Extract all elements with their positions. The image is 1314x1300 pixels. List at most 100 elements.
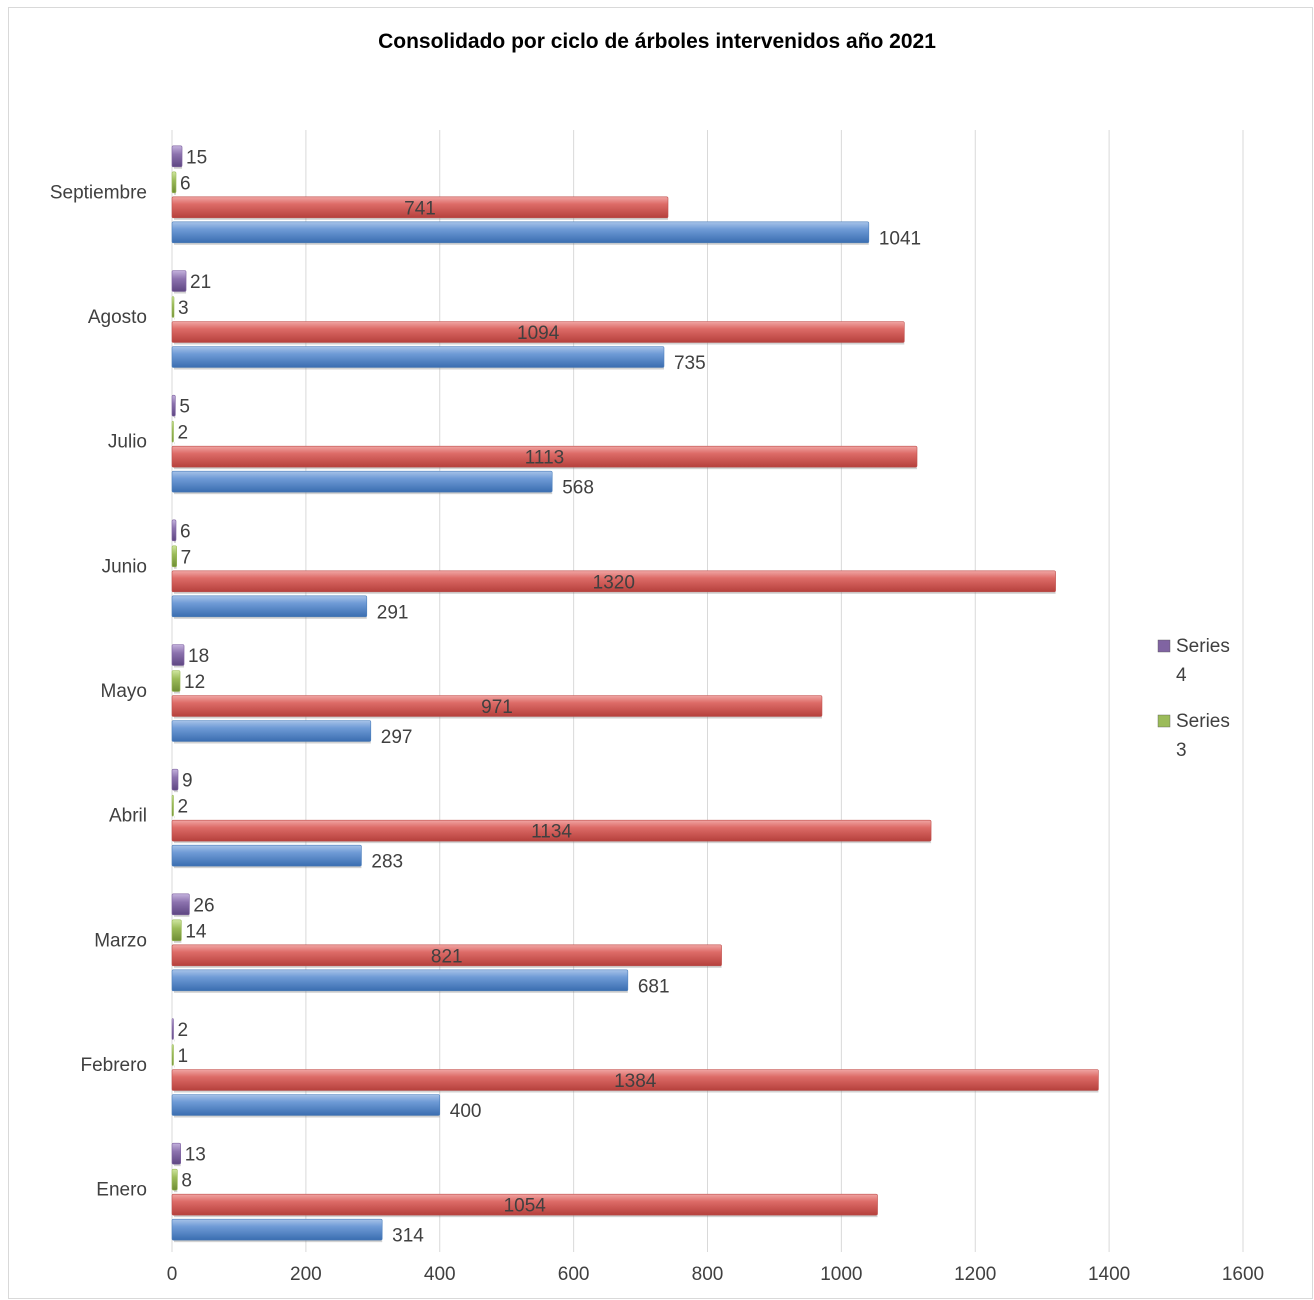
data-label-s4: 18: [188, 646, 209, 667]
legend-label-number: 3: [1176, 740, 1187, 761]
data-label-s3: 8: [181, 1171, 192, 1192]
data-label-s1: 681: [638, 976, 670, 997]
bar-shadow: [174, 416, 176, 419]
data-label-s4: 6: [180, 521, 191, 542]
x-tick-label: 1400: [1088, 1264, 1130, 1285]
bar-s4: [171, 768, 179, 791]
bar-shadow: [174, 1039, 175, 1042]
bar-shadow: [174, 990, 628, 993]
bar-s1: [171, 720, 372, 742]
data-label-s1: 568: [562, 478, 594, 499]
bar-shadow: [174, 217, 669, 220]
bar-shadow: [174, 1065, 175, 1068]
category-label: Febrero: [80, 1055, 147, 1076]
bar-shadow: [174, 1090, 1099, 1093]
data-label-s3: 1: [178, 1046, 189, 1067]
bar-shadow: [174, 1115, 440, 1118]
bar-s2: [171, 1069, 1099, 1091]
bar-s4: [171, 270, 187, 292]
data-label-s1: 283: [371, 852, 403, 873]
bar-s1: [171, 595, 368, 618]
category-label: Julio: [108, 432, 147, 453]
data-label-s4: 2: [178, 1020, 189, 1041]
bar-shadow: [174, 1240, 383, 1243]
bar-shadow: [174, 342, 905, 345]
bar-shadow: [174, 665, 185, 668]
bar-shadow: [174, 1164, 181, 1167]
bar-s3: [171, 1044, 174, 1066]
bar-s3: [171, 171, 177, 194]
data-label-s3: 6: [180, 173, 191, 194]
legend-label-number: 4: [1176, 665, 1187, 686]
bar-shadow: [174, 291, 187, 294]
bar-shadow: [174, 591, 1056, 594]
bar-shadow: [174, 741, 371, 744]
bar-s1: [171, 1094, 441, 1116]
bar-s3: [171, 545, 177, 568]
x-tick-label: 1600: [1222, 1264, 1264, 1285]
bar-s2: [171, 819, 932, 842]
bar-shadow: [174, 790, 179, 793]
bar-s4: [171, 1142, 182, 1165]
data-label-s2: 1384: [614, 1071, 657, 1092]
bar-s1: [171, 221, 870, 244]
data-label-s2: 741: [404, 198, 436, 219]
data-label-s4: 21: [190, 272, 211, 293]
bar-shadow: [174, 841, 932, 844]
bar-shadow: [174, 914, 190, 917]
x-tick-label: 0: [167, 1264, 178, 1285]
bar-s3: [171, 1168, 178, 1191]
bar-s4: [171, 394, 176, 417]
data-label-s4: 9: [182, 771, 193, 792]
bar-shadow: [174, 540, 177, 543]
data-label-s2: 1094: [517, 323, 560, 344]
data-label-s3: 12: [184, 672, 205, 693]
data-label-s3: 14: [185, 921, 207, 942]
bar-shadow: [174, 492, 553, 495]
legend-swatch: [1157, 714, 1171, 728]
bar-shadow: [174, 616, 367, 619]
category-label: Marzo: [94, 930, 147, 951]
data-label-s2: 971: [481, 697, 513, 718]
bar-s2: [171, 321, 905, 343]
bar-s4: [171, 644, 185, 666]
bar-shadow: [174, 166, 183, 169]
bar-shadow: [174, 566, 177, 569]
data-label-s2: 1113: [525, 448, 564, 469]
legend-label: Series: [1176, 636, 1230, 657]
bar-shadow: [174, 716, 822, 719]
data-label-s2: 1054: [504, 1196, 547, 1217]
bar-s1: [171, 470, 553, 493]
x-tick-label: 400: [424, 1264, 456, 1285]
x-tick-label: 800: [692, 1264, 724, 1285]
bar-s3: [171, 670, 181, 692]
legend-swatch: [1157, 639, 1171, 653]
bar-s3: [171, 420, 174, 443]
legend-label: Series: [1176, 711, 1230, 732]
category-label: Enero: [96, 1180, 147, 1201]
bar-s4: [171, 519, 177, 542]
data-label-s1: 291: [377, 602, 409, 623]
data-label-s2: 1320: [593, 572, 635, 593]
bar-s4: [171, 1018, 174, 1040]
chart-title: Consolidado por ciclo de árboles interve…: [378, 30, 936, 53]
x-tick-label: 1000: [820, 1264, 862, 1285]
bar-shadow: [174, 691, 181, 694]
bar-shadow: [174, 965, 722, 968]
data-label-s4: 26: [193, 895, 214, 916]
data-label-s3: 7: [181, 547, 192, 568]
data-label-s4: 15: [186, 147, 207, 168]
bar-shadow: [174, 940, 182, 943]
bar-shadow: [174, 317, 175, 320]
category-label: Junio: [102, 556, 147, 577]
data-label-s4: 13: [185, 1145, 206, 1166]
bars: [171, 145, 1099, 1243]
bar-shadow: [174, 816, 175, 819]
bar-s3: [171, 919, 182, 942]
bar-s2: [171, 695, 823, 717]
x-tick-label: 1200: [954, 1264, 996, 1285]
bar-shadow: [174, 866, 362, 869]
labels: 0 200 400 600 800 1000 1200 1400 1600Enero314105…: [50, 147, 1264, 1285]
bar-shadow: [174, 242, 869, 245]
